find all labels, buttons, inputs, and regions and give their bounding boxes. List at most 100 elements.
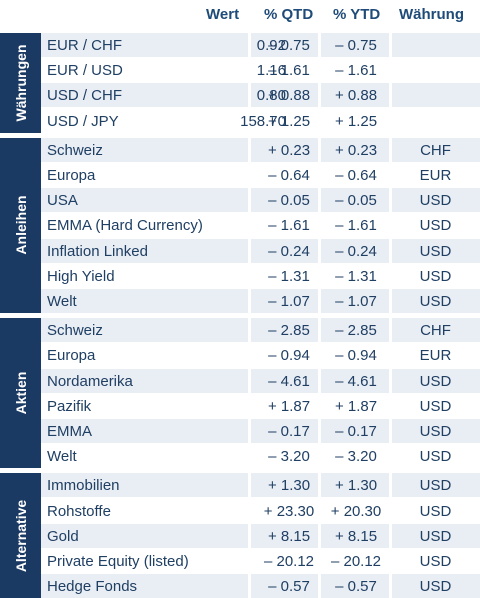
cell-name: Inflation Linked <box>47 242 148 260</box>
table-row: Immobilien + 1.30 + 1.30 USD <box>41 473 480 498</box>
cell-name: Schweiz <box>47 322 103 340</box>
group-label-text: Anleihen <box>12 195 29 256</box>
cell-ytd: + 1.87 <box>334 397 378 415</box>
cell-cur: USD <box>419 192 452 210</box>
cell-cur: USD <box>419 423 452 440</box>
table-row: Nordamerika – 4.61 – 4.61 USD <box>41 368 480 393</box>
cell-ytd: – 0.75 <box>335 37 377 54</box>
cell-qtd: – 0.94 <box>268 347 310 365</box>
cell-qtd: – 1.61 <box>268 217 310 235</box>
header-ytd: % YTD <box>333 6 381 23</box>
cell-name: Welt <box>47 448 77 466</box>
cell-qtd: + 8.15 <box>267 527 311 545</box>
table-row: Hedge Fonds – 0.57 – 0.57 USD <box>41 574 480 598</box>
cell-name: EMMA <box>47 423 92 440</box>
group-label-text: Aktien <box>12 371 29 415</box>
cell-qtd: + 0.88 <box>267 87 311 105</box>
cell-name: Europa <box>47 167 96 184</box>
cell-ytd: + 0.88 <box>334 87 378 105</box>
table-row: EUR / CHF 0.92– 0.75– 0.75 <box>41 33 480 57</box>
cell-ytd: – 0.05 <box>335 192 377 210</box>
table-row: Welt – 1.07 – 1.07 USD <box>41 289 480 313</box>
cell-name: Gold <box>47 527 79 545</box>
cell-qtd: – 0.24 <box>268 242 310 260</box>
cell-qtd: – 1.31 <box>268 267 310 285</box>
cell-name: Pazifik <box>47 397 92 415</box>
cell-ytd: – 0.94 <box>335 347 377 365</box>
cell-ytd: + 8.15 <box>334 527 378 545</box>
cell-qtd: – 0.75 <box>268 37 310 54</box>
cell-wert: 0.92 <box>256 37 286 54</box>
cell-ytd: – 20.12 <box>330 553 382 570</box>
table-row: USA – 0.05 – 0.05 USD <box>41 188 480 213</box>
cell-name: Nordamerika <box>47 372 133 390</box>
cell-cur: CHF <box>420 322 451 340</box>
group-label-3: Alternative <box>0 473 41 598</box>
cell-cur: USD <box>419 527 452 545</box>
cell-qtd: – 3.20 <box>268 448 310 466</box>
cell-name: Private Equity (listed) <box>47 553 189 570</box>
cell-cur: USD <box>419 578 452 596</box>
cell-name: Rohstoffe <box>47 502 111 520</box>
cell-qtd: + 1.87 <box>267 397 311 415</box>
group-label-1: Anleihen <box>0 137 41 314</box>
table-row: Rohstoffe + 23.30 + 20.30 USD <box>41 499 480 523</box>
cell-ytd: + 1.30 <box>334 477 378 495</box>
header-wert: Wert <box>206 6 240 23</box>
cell-qtd: + 1.25 <box>267 112 311 130</box>
table-header: Wert % QTD % YTD Währung <box>0 0 480 30</box>
header-waehrung: Währung <box>399 6 464 23</box>
cell-ytd: – 1.61 <box>335 217 377 235</box>
group-label-text: Alternative <box>12 499 29 573</box>
cell-ytd: – 0.64 <box>335 167 377 184</box>
table-row: USD / CHF 0.80 + 0.88 + 0.88 <box>41 83 480 108</box>
cell-ytd: + 1.25 <box>334 112 378 130</box>
table-row: High Yield – 1.31 – 1.31 USD <box>41 264 480 288</box>
cell-name: EMMA (Hard Currency) <box>47 217 203 235</box>
cell-cur: USD <box>419 448 452 466</box>
cell-name: EUR / CHF <box>47 37 122 54</box>
cell-name: Immobilien <box>47 477 120 495</box>
cell-qtd: + 23.30 <box>263 502 315 520</box>
table-row: Schweiz + 0.23 + 0.23 CHF <box>41 137 480 162</box>
cell-ytd: – 1.31 <box>335 267 377 285</box>
cell-name: Hedge Fonds <box>47 578 138 596</box>
cell-cur <box>391 58 480 82</box>
table-row: Europa – 0.94 – 0.94 EUR <box>41 343 480 367</box>
table-row: EMMA (Hard Currency) – 1.61 – 1.61 USD <box>41 213 480 237</box>
cell-ytd: – 1.61 <box>335 62 377 80</box>
cell-cur: USD <box>419 217 452 235</box>
cell-ytd: – 0.17 <box>335 423 377 440</box>
cell-name: Europa <box>47 347 96 365</box>
cell-ytd: – 2.85 <box>335 322 377 340</box>
cell-cur: USD <box>419 553 452 570</box>
cell-ytd: – 0.57 <box>335 578 377 596</box>
cell-cur: USD <box>419 293 452 310</box>
cell-cur: USD <box>419 267 452 285</box>
cell-qtd: + 0.23 <box>267 141 311 159</box>
table-row: Inflation Linked – 0.24 – 0.24 USD <box>41 238 480 263</box>
cell-cur <box>391 109 480 133</box>
cell-qtd: – 1.61 <box>268 62 310 80</box>
cell-qtd: – 0.57 <box>268 578 310 596</box>
cell-ytd: – 1.07 <box>335 293 377 310</box>
cell-qtd: – 0.05 <box>268 192 310 210</box>
table-row: Europa – 0.64 – 0.64 EUR <box>41 163 480 187</box>
cell-cur: EUR <box>419 347 452 365</box>
cell-qtd: – 20.12 <box>263 553 315 570</box>
cell-cur <box>391 83 480 107</box>
cell-cur: CHF <box>420 141 451 159</box>
cell-cur <box>391 33 480 57</box>
cell-wert: 0.80 <box>256 87 286 105</box>
cell-qtd: – 0.17 <box>268 423 310 440</box>
cell-qtd: – 1.07 <box>268 293 310 310</box>
cell-qtd: – 0.64 <box>268 167 310 184</box>
cell-name: USA <box>47 192 78 210</box>
group-label-2: Aktien <box>0 318 41 469</box>
cell-name: Schweiz <box>47 141 103 159</box>
header-qtd: % QTD <box>264 6 314 23</box>
cell-ytd: + 20.30 <box>330 502 382 520</box>
table-row: Private Equity (listed) – 20.12 – 20.12 USD <box>41 549 480 573</box>
cell-wert: 1.16 <box>256 62 286 80</box>
group-label-text: Währungen <box>12 44 29 122</box>
